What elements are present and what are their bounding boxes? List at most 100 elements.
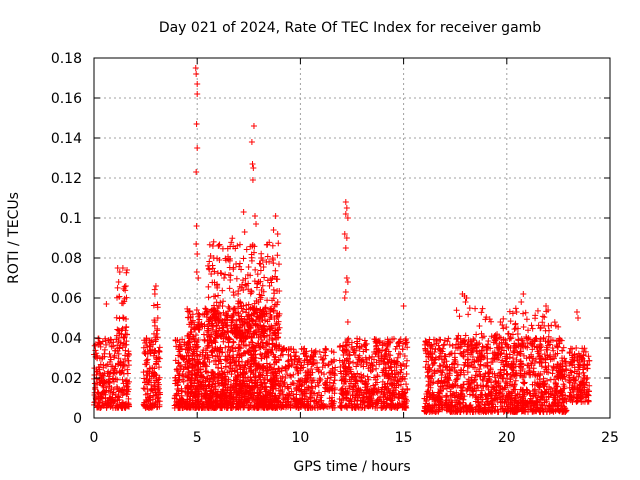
data-point: [186, 339, 193, 346]
data-point: [270, 286, 277, 293]
data-point: [219, 287, 226, 294]
data-point: [193, 121, 200, 127]
data-point: [177, 396, 184, 403]
data-point: [152, 392, 159, 399]
data-point: [201, 337, 208, 344]
data-point: [251, 343, 258, 350]
data-point: [343, 347, 350, 354]
data-point: [220, 298, 227, 305]
data-point: [143, 357, 150, 364]
data-point: [235, 287, 242, 294]
data-point: [528, 322, 535, 329]
data-point: [115, 388, 122, 395]
data-point: [322, 345, 329, 352]
data-point: [96, 379, 103, 386]
data-point: [225, 303, 232, 310]
data-point: [249, 161, 256, 167]
data-point: [219, 371, 226, 378]
data-point: [474, 382, 481, 389]
data-point: [236, 241, 243, 248]
data-point: [114, 402, 121, 409]
data-point: [117, 339, 124, 346]
data-point: [195, 310, 202, 317]
data-point: [107, 356, 114, 363]
data-point: [272, 322, 279, 329]
data-point: [473, 331, 480, 338]
data-point: [458, 387, 465, 394]
data-point: [227, 277, 234, 283]
data-point: [321, 371, 328, 378]
data-point: [191, 338, 198, 345]
data-point: [511, 326, 518, 333]
data-point: [226, 352, 233, 359]
data-point: [240, 255, 247, 262]
data-point: [216, 241, 223, 248]
data-point: [178, 345, 185, 352]
data-point: [227, 365, 234, 372]
data-point: [274, 231, 281, 237]
data-point: [147, 387, 154, 394]
data-point: [256, 260, 263, 267]
data-point: [115, 355, 122, 362]
data-point: [105, 387, 112, 394]
data-point: [479, 305, 486, 312]
data-point: [270, 227, 277, 233]
data-point: [99, 382, 106, 389]
data-point: [222, 271, 229, 278]
data-point: [263, 354, 270, 361]
data-point: [155, 358, 162, 365]
data-point: [258, 381, 265, 388]
data-point: [184, 349, 191, 356]
data-point: [103, 301, 110, 307]
data-point: [151, 350, 158, 357]
data-point: [98, 375, 105, 382]
data-point: [154, 403, 161, 410]
data-point: [503, 371, 510, 378]
data-points: [91, 65, 593, 415]
data-point: [193, 169, 200, 175]
data-point: [140, 385, 147, 392]
data-point: [205, 294, 212, 301]
data-point: [156, 398, 163, 405]
data-point: [172, 337, 179, 344]
data-point: [116, 293, 123, 300]
data-point: [440, 342, 447, 349]
data-point: [106, 394, 113, 401]
data-point: [187, 313, 194, 320]
data-point: [194, 81, 201, 87]
data-point: [272, 213, 279, 219]
data-point: [91, 380, 98, 387]
data-point: [108, 337, 115, 344]
data-point: [513, 309, 520, 316]
data-point: [184, 308, 191, 315]
data-point: [209, 344, 216, 351]
data-point: [500, 315, 507, 322]
data-point: [92, 347, 99, 354]
data-point: [512, 321, 519, 328]
data-point: [233, 275, 240, 282]
data-point: [191, 367, 198, 374]
data-point: [235, 372, 242, 379]
data-point: [253, 221, 260, 227]
data-point: [193, 241, 200, 247]
data-point: [153, 330, 160, 337]
data-point: [189, 343, 196, 350]
data-point: [248, 257, 255, 264]
data-point: [206, 381, 213, 388]
data-point: [248, 287, 255, 294]
data-point: [104, 379, 111, 386]
data-point: [522, 309, 529, 316]
data-point: [192, 65, 199, 71]
data-point: [178, 363, 185, 370]
data-point: [141, 375, 148, 382]
data-point: [96, 404, 103, 411]
data-point: [155, 364, 162, 371]
data-point: [95, 341, 102, 348]
data-point: [250, 351, 257, 358]
data-point: [121, 362, 128, 369]
data-point: [584, 398, 591, 405]
data-point: [261, 274, 268, 281]
data-point: [256, 369, 263, 376]
data-point: [270, 368, 277, 375]
